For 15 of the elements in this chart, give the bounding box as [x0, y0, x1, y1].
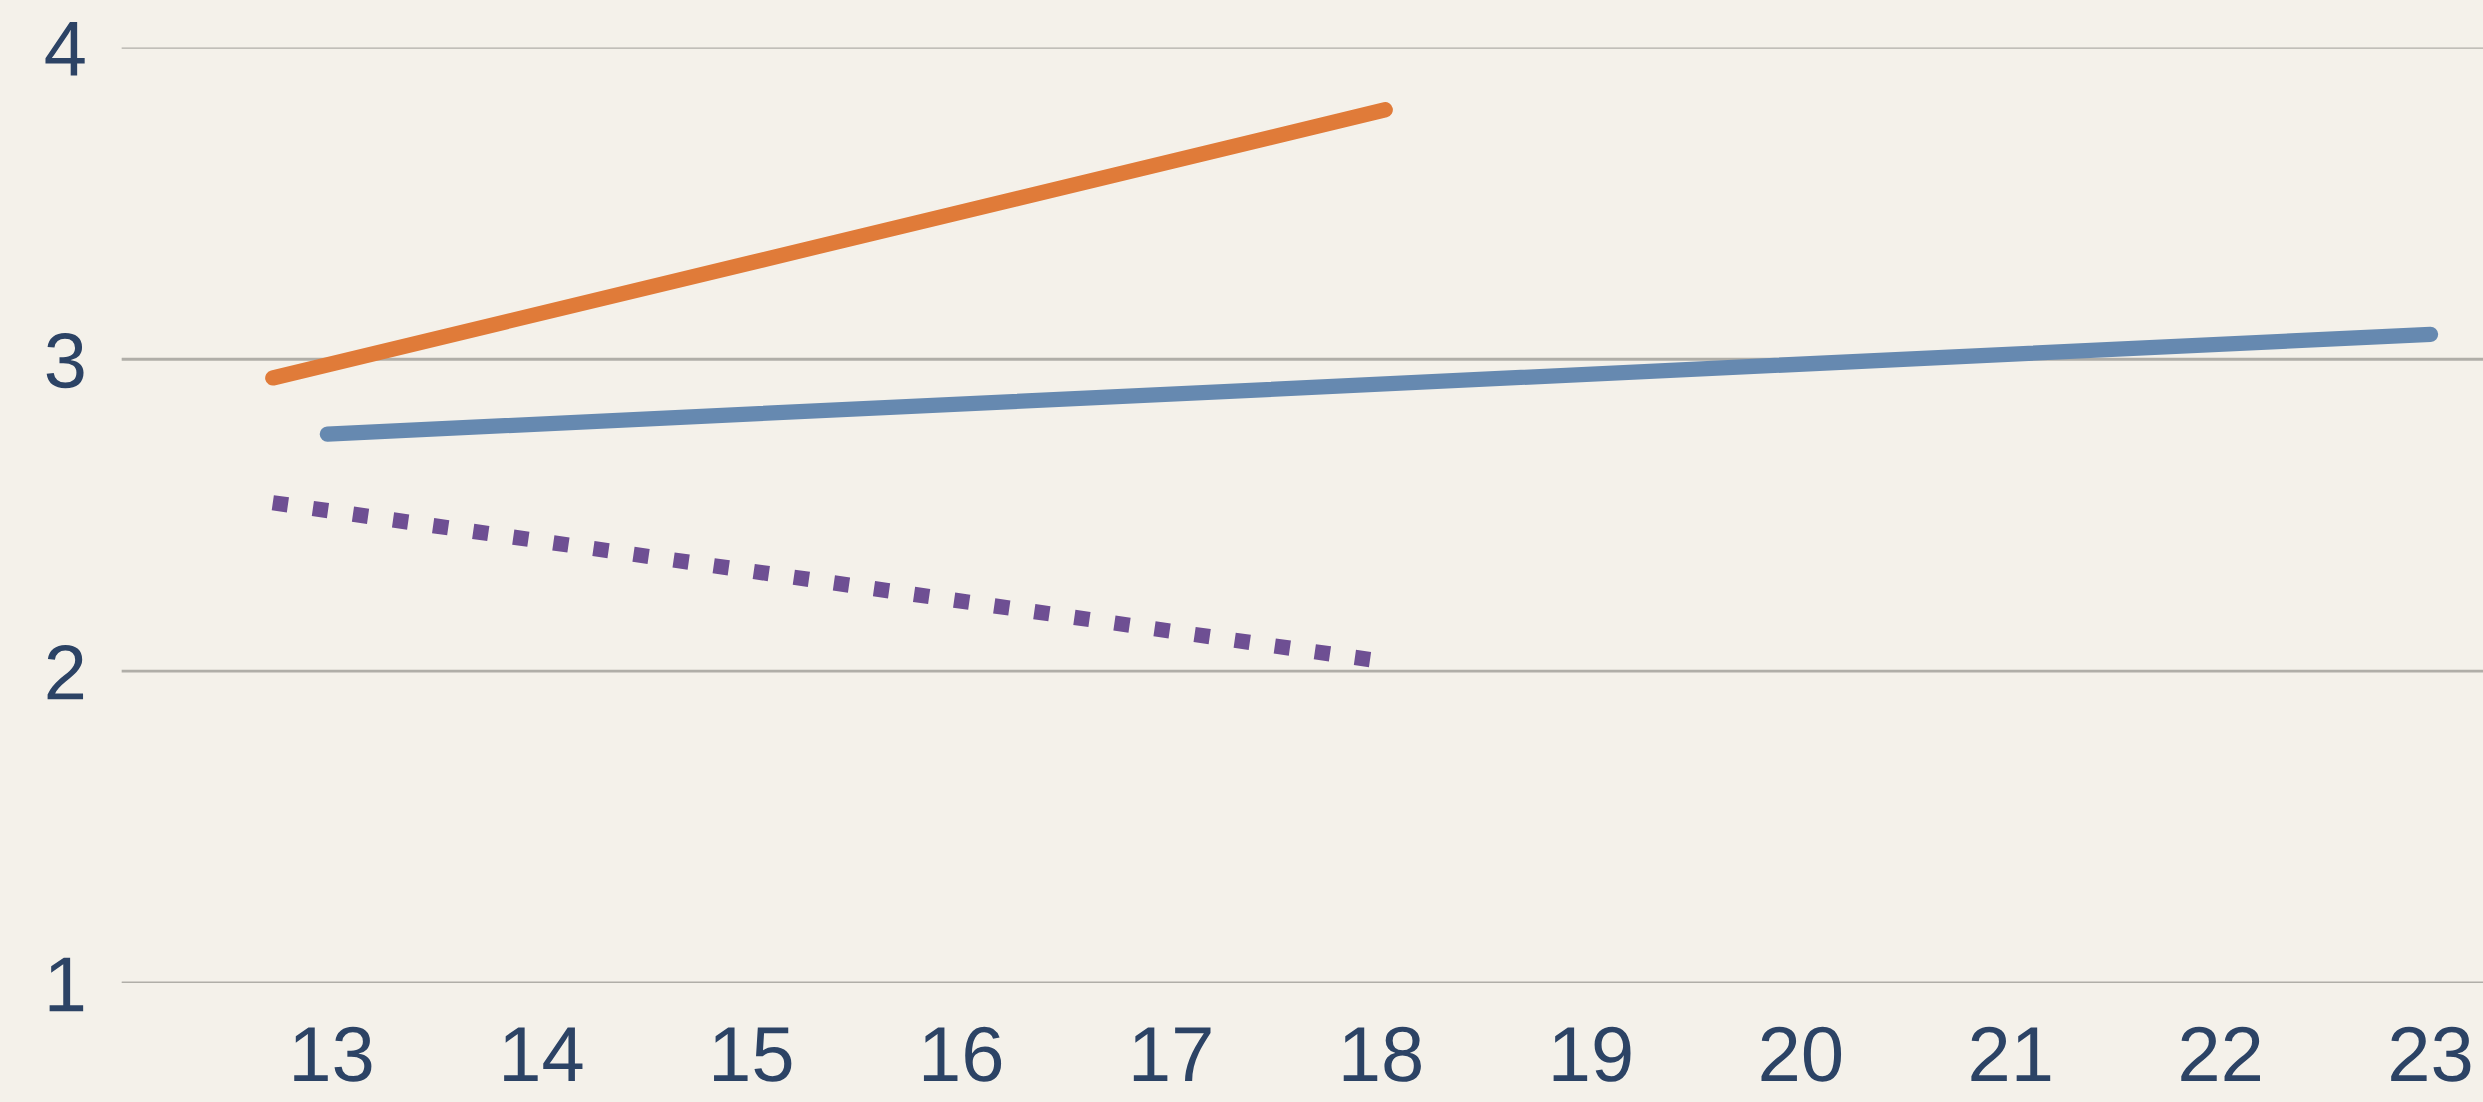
y-tick-label: 1	[49, 957, 84, 1012]
x-tick-label: 13	[294, 1026, 372, 1082]
x-tick-label: 17	[1133, 1027, 1211, 1082]
y-tick-label: 3	[46, 333, 84, 389]
x-tick-label: 14	[504, 1027, 583, 1082]
x-tick-label: 22	[2181, 1026, 2260, 1082]
y-tick-label: 4	[45, 22, 85, 76]
x-tick-label: 15	[714, 1027, 792, 1082]
x-tick-label: 21	[1971, 1026, 2051, 1082]
x-tick-label: 20	[1761, 1026, 1842, 1082]
x-tick-label: 19	[1553, 1026, 1631, 1082]
x-tick-label: 23	[2391, 1026, 2471, 1082]
y-tick-label: 2	[47, 644, 84, 700]
x-tick-label: 16	[923, 1026, 1002, 1082]
x-tick-label: 18	[1343, 1026, 1421, 1082]
